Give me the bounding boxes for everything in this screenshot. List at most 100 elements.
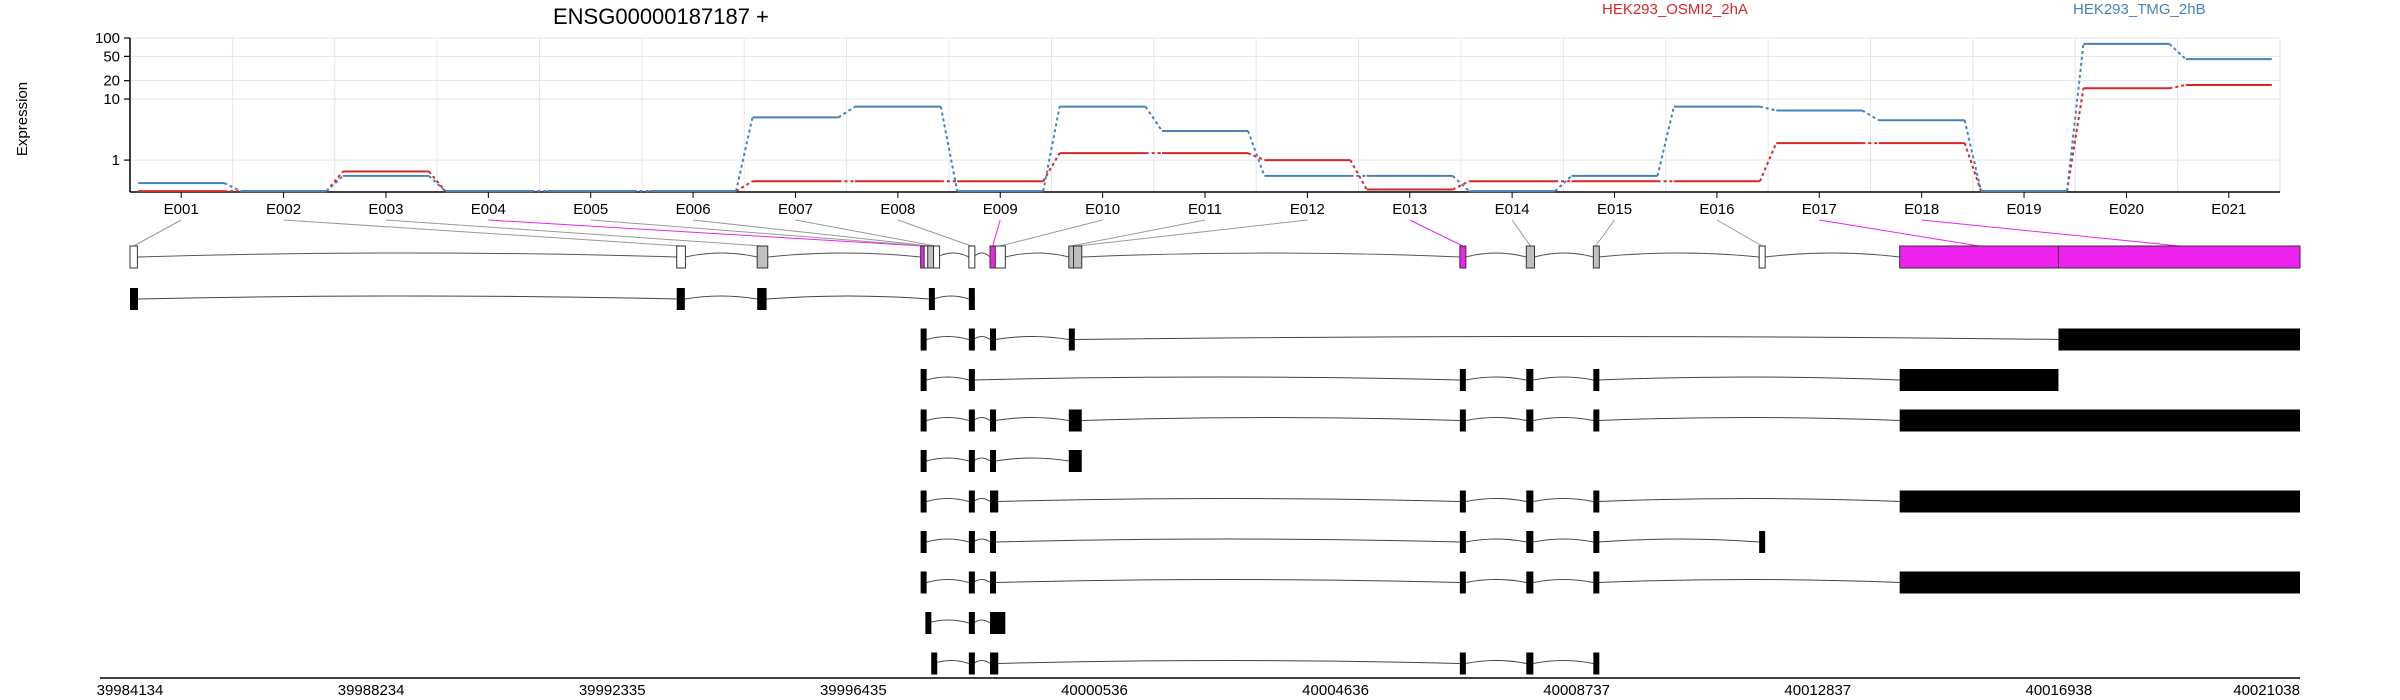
x-tick-label-E017: E017 xyxy=(1802,201,1837,218)
transcript-intron xyxy=(1533,498,1594,502)
transcript-exon xyxy=(1899,409,2300,432)
legend-entry-osmi2: HEK293_OSMI2_2hA xyxy=(1602,1,1748,18)
gene-intron xyxy=(685,252,758,258)
transcript-exon xyxy=(1593,490,1600,513)
transcript-exon xyxy=(968,369,975,391)
transcript-7 xyxy=(920,531,1766,553)
transcript-intron xyxy=(926,579,969,583)
transcript-intron xyxy=(973,579,991,583)
x-tick-label-E013: E013 xyxy=(1392,201,1427,218)
transcript-intron xyxy=(998,660,1460,664)
x-tick-label-E004: E004 xyxy=(471,201,506,218)
series-transition xyxy=(735,117,754,192)
series-transition xyxy=(325,170,344,192)
x-tick-label-E005: E005 xyxy=(573,201,608,218)
transcript-intron xyxy=(1465,660,1527,664)
transcript-exon xyxy=(1526,409,1534,432)
transcript-exon xyxy=(968,652,975,675)
series-transition xyxy=(428,170,447,192)
transcript-exon xyxy=(1526,369,1534,391)
gene-exon-E003 xyxy=(756,245,769,269)
transcript-exon xyxy=(1593,409,1600,432)
connector-E005 xyxy=(590,219,926,247)
transcript-exon xyxy=(968,571,975,594)
gene-exon-E012 xyxy=(1073,245,1083,269)
connector-E014 xyxy=(1511,219,1531,247)
x-tick-label-E012: E012 xyxy=(1290,201,1325,218)
transcript-exon xyxy=(968,490,975,513)
plot-series xyxy=(138,42,2272,193)
transcript-exon xyxy=(1899,369,2059,391)
transcript-exon xyxy=(920,369,927,391)
series-0 xyxy=(138,83,2272,193)
transcript-intron xyxy=(1081,417,1460,421)
genomic-tick-label: 40016938 xyxy=(2026,682,2093,699)
transcript-exon xyxy=(1459,369,1466,391)
transcript-intron xyxy=(973,417,991,421)
connector-E002 xyxy=(283,219,682,247)
gene-exon-E018 xyxy=(2057,245,2301,269)
transcript-exon xyxy=(990,328,997,351)
transcript-intron xyxy=(927,619,969,624)
transcript-8 xyxy=(920,571,2300,594)
connector-E011 xyxy=(1071,219,1206,247)
gene-intron xyxy=(1764,252,1900,258)
transcript-intron xyxy=(1465,417,1527,421)
y-tick-label: 10 xyxy=(103,91,120,108)
gene-intron xyxy=(1081,252,1460,258)
genomic-tick-label: 40004636 xyxy=(1302,682,1369,699)
gene-intron xyxy=(1534,252,1594,258)
transcript-5 xyxy=(920,450,1082,472)
gene-intron xyxy=(767,252,921,258)
transcript-intron xyxy=(1465,538,1527,543)
transcript-exon xyxy=(928,288,935,310)
legend-entry-tmg: HEK293_TMG_2hB xyxy=(2073,1,2206,18)
x-tick-label-E001: E001 xyxy=(164,201,199,218)
transcript-10 xyxy=(931,652,1600,675)
series-transition xyxy=(1759,105,1777,112)
x-tick-label-E020: E020 xyxy=(2109,201,2144,218)
genomic-coordinate-axis: 39984134 39988234 39992335 39996435 40000536… xyxy=(97,677,2300,699)
transcript-exon xyxy=(990,450,997,472)
x-tick-label-E009: E009 xyxy=(983,201,1018,218)
connector-E015 xyxy=(1595,219,1615,247)
connector-E017 xyxy=(1819,219,1980,247)
gene-model-track xyxy=(129,245,2301,269)
connector-E007 xyxy=(795,219,936,247)
transcript-intron xyxy=(926,417,969,421)
series-transition xyxy=(1144,106,1163,132)
connector-E016 xyxy=(1716,219,1763,247)
transcript-intron xyxy=(926,457,969,462)
transcript-intron xyxy=(998,498,1460,502)
transcript-intron xyxy=(926,498,969,502)
transcript-intron xyxy=(1465,498,1527,502)
transcript-exon xyxy=(1459,571,1466,594)
connector-E008 xyxy=(897,219,972,247)
series-transition xyxy=(1554,175,1573,192)
connector-E013 xyxy=(1409,219,1464,247)
transcript-exon xyxy=(968,612,975,634)
gene-exon-E008 xyxy=(968,245,976,269)
transcript-tracks xyxy=(130,288,2300,675)
x-tick-label-E003: E003 xyxy=(368,201,403,218)
gene-intron xyxy=(137,252,677,258)
series-transition xyxy=(1758,142,1778,182)
x-tick-label-E007: E007 xyxy=(778,201,813,218)
transcript-intron xyxy=(1533,579,1594,583)
x-tick-label-E006: E006 xyxy=(676,201,711,218)
transcript-exon xyxy=(1899,490,2300,513)
transcript-1 xyxy=(130,288,975,310)
series-transition xyxy=(1247,130,1266,177)
transcript-intron xyxy=(973,619,991,624)
exon-connector-lines xyxy=(133,219,2180,247)
genomic-tick-label: 40021038 xyxy=(2233,682,2300,699)
gene-exon-E007 xyxy=(933,245,941,269)
transcript-6 xyxy=(920,490,2300,513)
transcript-exon xyxy=(1068,409,1082,432)
transcript-intron xyxy=(926,376,969,381)
transcript-intron xyxy=(1533,660,1594,664)
series-transition xyxy=(2066,43,2085,192)
transcript-exon xyxy=(1459,531,1466,553)
connector-E004 xyxy=(488,219,923,247)
